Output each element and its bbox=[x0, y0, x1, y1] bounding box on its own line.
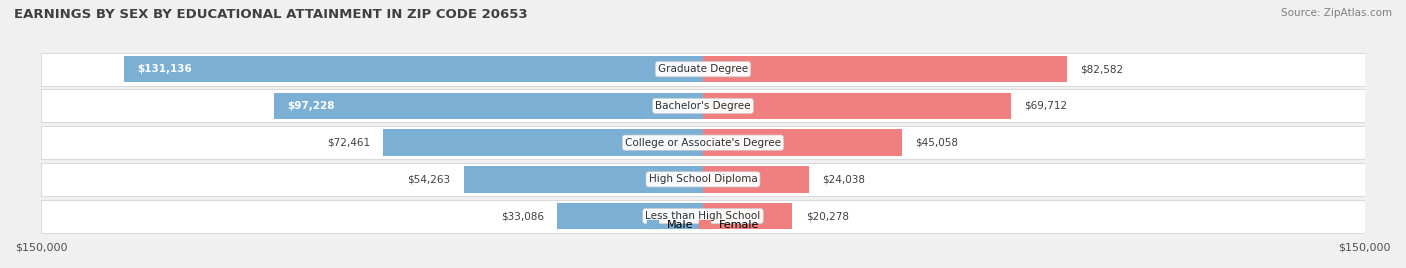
Bar bbox=[703, 129, 901, 156]
Bar bbox=[557, 203, 703, 229]
Bar bbox=[703, 56, 1067, 83]
Bar bbox=[41, 53, 1365, 86]
Text: $24,038: $24,038 bbox=[823, 174, 865, 184]
Text: $69,712: $69,712 bbox=[1024, 101, 1067, 111]
Text: $82,582: $82,582 bbox=[1081, 64, 1123, 74]
Bar bbox=[41, 163, 1365, 196]
Bar bbox=[41, 126, 1365, 159]
Text: $54,263: $54,263 bbox=[408, 174, 450, 184]
Legend: Male, Female: Male, Female bbox=[643, 215, 763, 234]
Bar bbox=[41, 200, 1365, 233]
Bar bbox=[274, 93, 703, 119]
Text: $33,086: $33,086 bbox=[501, 211, 544, 221]
Bar bbox=[384, 129, 703, 156]
Text: Graduate Degree: Graduate Degree bbox=[658, 64, 748, 74]
Bar bbox=[41, 90, 1365, 122]
Text: EARNINGS BY SEX BY EDUCATIONAL ATTAINMENT IN ZIP CODE 20653: EARNINGS BY SEX BY EDUCATIONAL ATTAINMEN… bbox=[14, 8, 527, 21]
Bar bbox=[703, 166, 808, 193]
Bar bbox=[125, 56, 703, 83]
Text: $131,136: $131,136 bbox=[138, 64, 193, 74]
Text: $72,461: $72,461 bbox=[328, 138, 370, 148]
Text: College or Associate's Degree: College or Associate's Degree bbox=[626, 138, 780, 148]
Bar bbox=[703, 93, 1011, 119]
Text: High School Diploma: High School Diploma bbox=[648, 174, 758, 184]
Text: Less than High School: Less than High School bbox=[645, 211, 761, 221]
Text: Source: ZipAtlas.com: Source: ZipAtlas.com bbox=[1281, 8, 1392, 18]
Bar bbox=[464, 166, 703, 193]
Text: Bachelor's Degree: Bachelor's Degree bbox=[655, 101, 751, 111]
Text: $97,228: $97,228 bbox=[287, 101, 335, 111]
Text: $45,058: $45,058 bbox=[915, 138, 957, 148]
Text: $20,278: $20,278 bbox=[806, 211, 849, 221]
Bar bbox=[703, 203, 793, 229]
